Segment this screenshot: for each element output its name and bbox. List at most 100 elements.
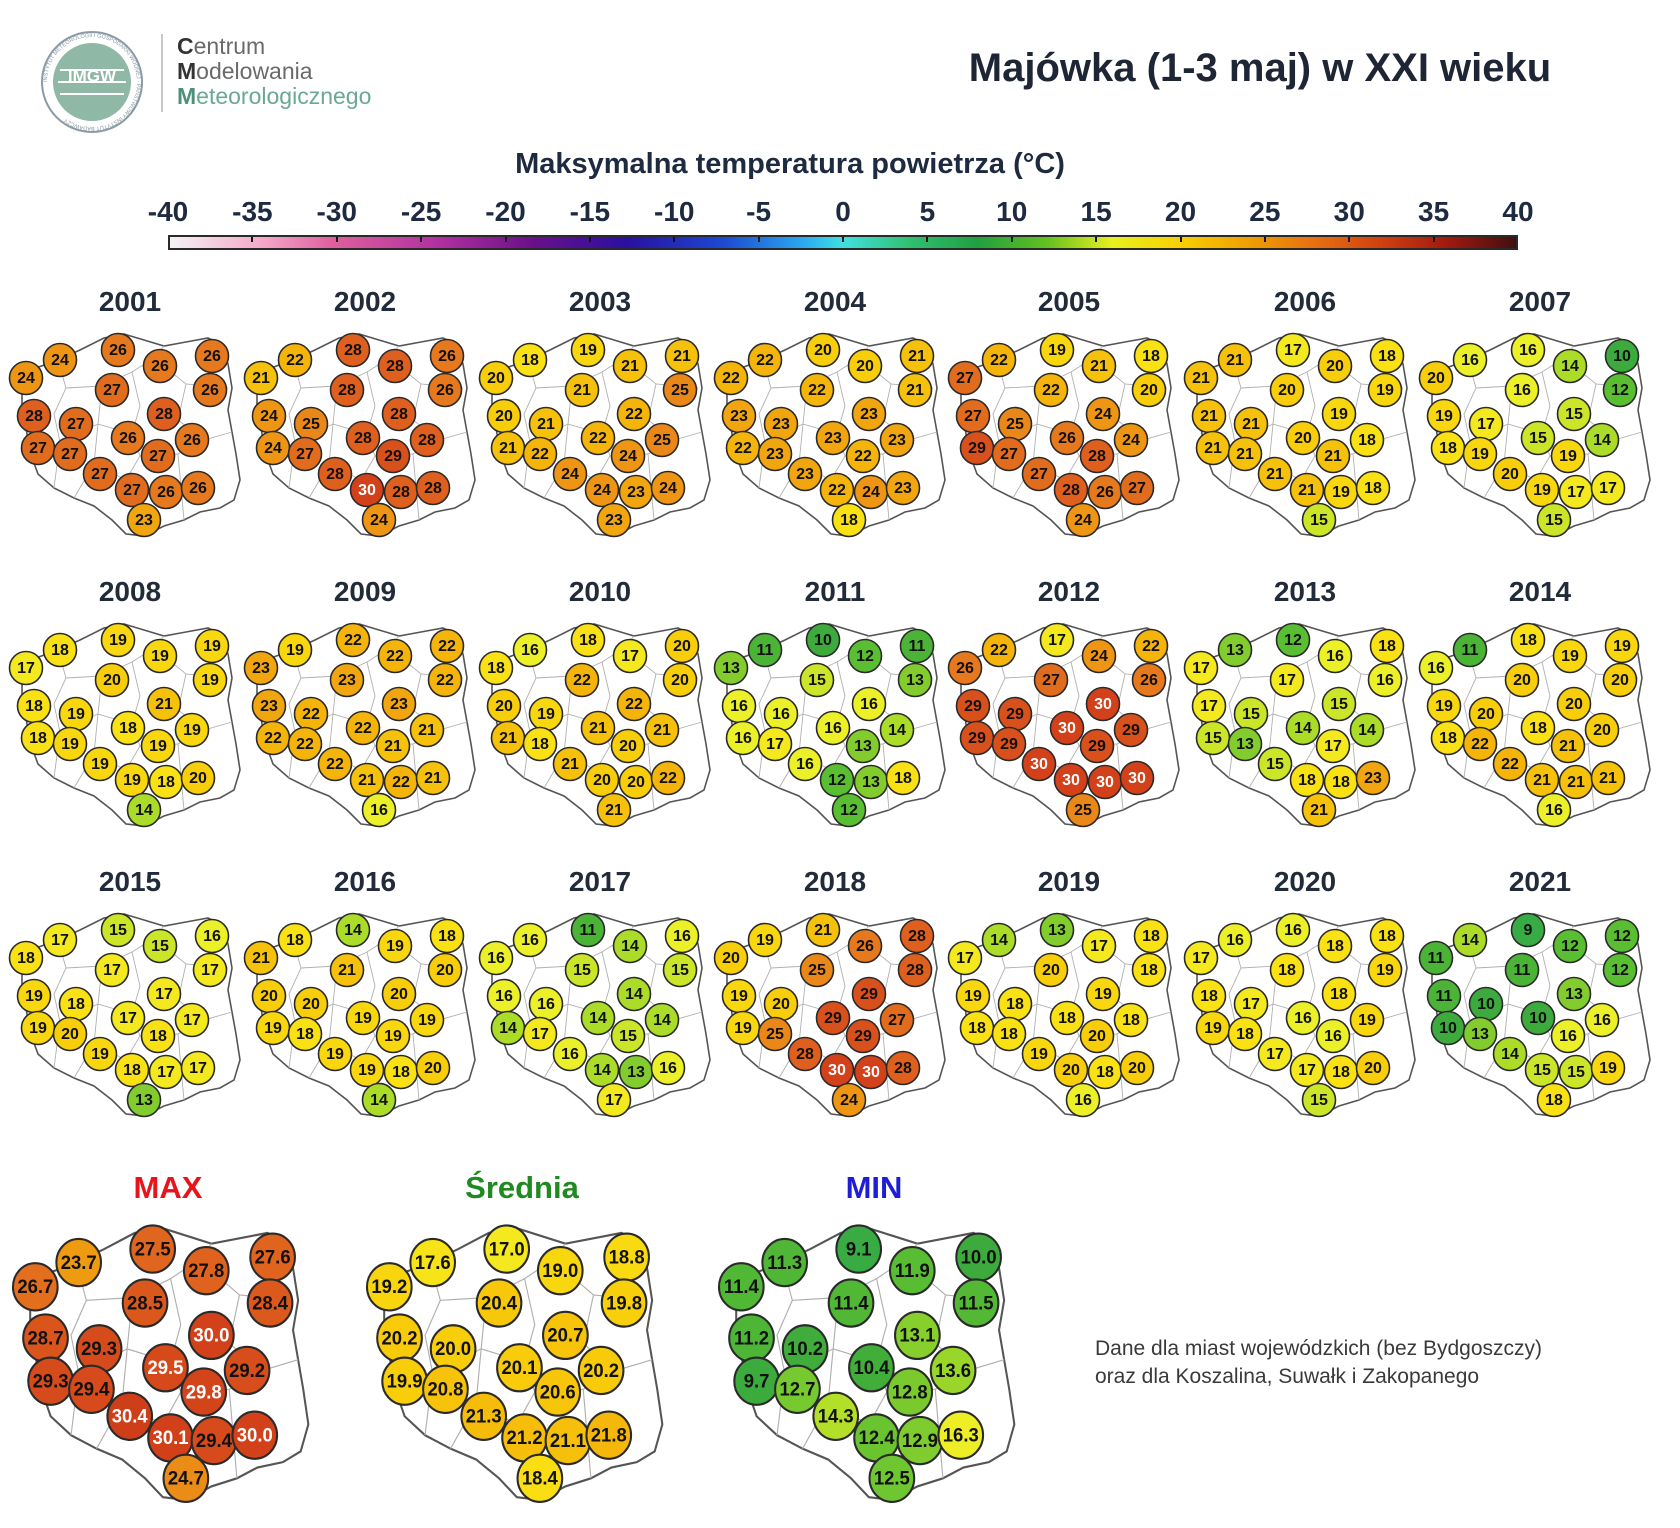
station-marker-opole — [1021, 1036, 1057, 1072]
station-value: 27 — [296, 446, 314, 463]
station-marker-lublin — [174, 712, 210, 748]
station-value: 20 — [1501, 466, 1519, 483]
station-value: 14 — [589, 1010, 607, 1027]
station-marker-wrocław — [991, 726, 1027, 762]
station-marker-warszawa — [542, 1310, 589, 1361]
summary-label: MIN — [845, 1170, 903, 1205]
station-value: 30 — [1128, 770, 1146, 787]
station-marker-warszawa — [1321, 976, 1357, 1012]
station-marker-białystok — [1602, 662, 1638, 698]
station-marker-warszawa — [616, 396, 652, 432]
station-marker-opole — [106, 1391, 154, 1441]
station-marker-gdańsk — [805, 912, 841, 948]
station-value: 22 — [589, 430, 607, 447]
station-value: 19 — [25, 988, 43, 1005]
station-value: 14 — [1593, 432, 1611, 449]
station-value: 12 — [1611, 382, 1629, 399]
station-value: 21 — [1559, 738, 1577, 755]
station-value: 20 — [593, 772, 611, 789]
station-value: 25 — [302, 416, 320, 433]
station-value: 11.3 — [767, 1252, 802, 1274]
station-marker-wrocław — [522, 1016, 558, 1052]
station-marker-gdańsk — [1275, 912, 1311, 948]
station-marker-gdańsk — [1510, 332, 1546, 368]
station-marker-katowice — [1289, 472, 1325, 508]
station-value: 9 — [1524, 922, 1533, 939]
station-value: 12 — [856, 648, 874, 665]
station-value: 19 — [734, 1020, 752, 1037]
station-value: 18 — [1096, 1064, 1114, 1081]
station-value: 21 — [561, 756, 579, 773]
station-value: 15 — [573, 962, 591, 979]
station-value: 12.7 — [779, 1379, 815, 1401]
station-marker-kielce — [845, 728, 881, 764]
station-marker-wrocław — [1227, 436, 1263, 472]
station-value: 20.0 — [435, 1339, 471, 1361]
year-map: 17 16 16 18 18 19 18 17 18 18 19 16 19 18 17 16 17 18 20 15 — [1183, 912, 1416, 1118]
year-panel-2004: 2004 22 22 20 20 21 21 23 23 22 23 22 23 23 23 23 22 22 24… — [713, 286, 951, 542]
station-value: 21 — [1090, 358, 1108, 375]
station-value: 29 — [384, 448, 402, 465]
station-value: 24 — [619, 448, 637, 465]
station-marker-wrocław — [757, 1016, 793, 1052]
station-marker-warszawa — [146, 686, 182, 722]
station-value: 18 — [296, 1026, 314, 1043]
station-value: 22 — [990, 642, 1008, 659]
colorbar-tick-mark — [504, 237, 507, 242]
station-marker-kielce — [1315, 728, 1351, 764]
station-value: 13 — [854, 738, 872, 755]
station-value: 21 — [338, 962, 356, 979]
station-value: 16 — [1376, 672, 1394, 689]
station-marker-gdańsk — [1039, 332, 1075, 368]
station-value: 17 — [1599, 480, 1617, 497]
colorbar-tick: -40 — [147, 196, 189, 227]
station-marker-kielce — [375, 1018, 411, 1054]
station-marker-katowice — [819, 1052, 855, 1088]
station-marker-koszalin — [277, 922, 313, 958]
station-value: 29.3 — [33, 1371, 69, 1393]
station-value: 19 — [264, 1020, 282, 1037]
station-marker-toruń — [1033, 662, 1069, 698]
station-value: 17 — [1192, 950, 1210, 967]
station-marker-koszalin — [42, 342, 78, 378]
station-marker-kielce — [1315, 438, 1351, 474]
station-value: 18 — [840, 512, 858, 529]
colorbar-tick: -5 — [746, 196, 772, 227]
station-marker-toruń — [94, 372, 130, 408]
station-value: 15 — [1545, 512, 1563, 529]
station-marker-olsztyn — [847, 638, 883, 674]
station-marker-olsztyn — [142, 348, 178, 384]
station-marker-olsztyn — [888, 1245, 936, 1296]
station-value: 19 — [579, 342, 597, 359]
station-marker-kielce — [610, 1018, 646, 1054]
station-marker-suwałki — [1369, 628, 1405, 664]
station-marker-opole — [1257, 1036, 1293, 1072]
station-marker-łódź — [1049, 1000, 1085, 1036]
note-line-1: Dane dla miast wojewódzkich (bez Bydgosz… — [1095, 1337, 1543, 1360]
station-marker-warszawa — [381, 976, 417, 1012]
station-value: 14 — [1561, 358, 1579, 375]
station-marker-opole — [460, 1391, 508, 1441]
station-marker-rzeszów — [415, 1050, 451, 1086]
station-marker-opole — [317, 746, 353, 782]
station-marker-toruń — [1269, 662, 1305, 698]
station-value: 28 — [326, 466, 344, 483]
station-marker-warszawa — [851, 976, 887, 1012]
station-marker-koszalin — [277, 342, 313, 378]
station-value: 26 — [1058, 430, 1076, 447]
year-panel-2012: 2012 26 22 17 24 22 26 29 29 27 30 29 30 29 29 30 29 30 30… — [947, 576, 1185, 832]
colorbar-tick: 10 — [996, 196, 1028, 227]
station-marker-łódź — [496, 1343, 543, 1393]
station-marker-rzeszów — [1119, 470, 1155, 506]
station-marker-gdańsk — [483, 1224, 531, 1274]
station-value: 30 — [1058, 720, 1076, 737]
station-value: 22 — [659, 770, 677, 787]
station-marker-warszawa — [188, 1310, 235, 1361]
station-value: 14 — [1294, 720, 1312, 737]
station-marker-kielce — [1550, 1018, 1586, 1054]
station-value: 22 — [990, 352, 1008, 369]
station-value: 18 — [1332, 1064, 1350, 1081]
station-value: 14 — [990, 932, 1008, 949]
station-value: 24 — [593, 482, 611, 499]
